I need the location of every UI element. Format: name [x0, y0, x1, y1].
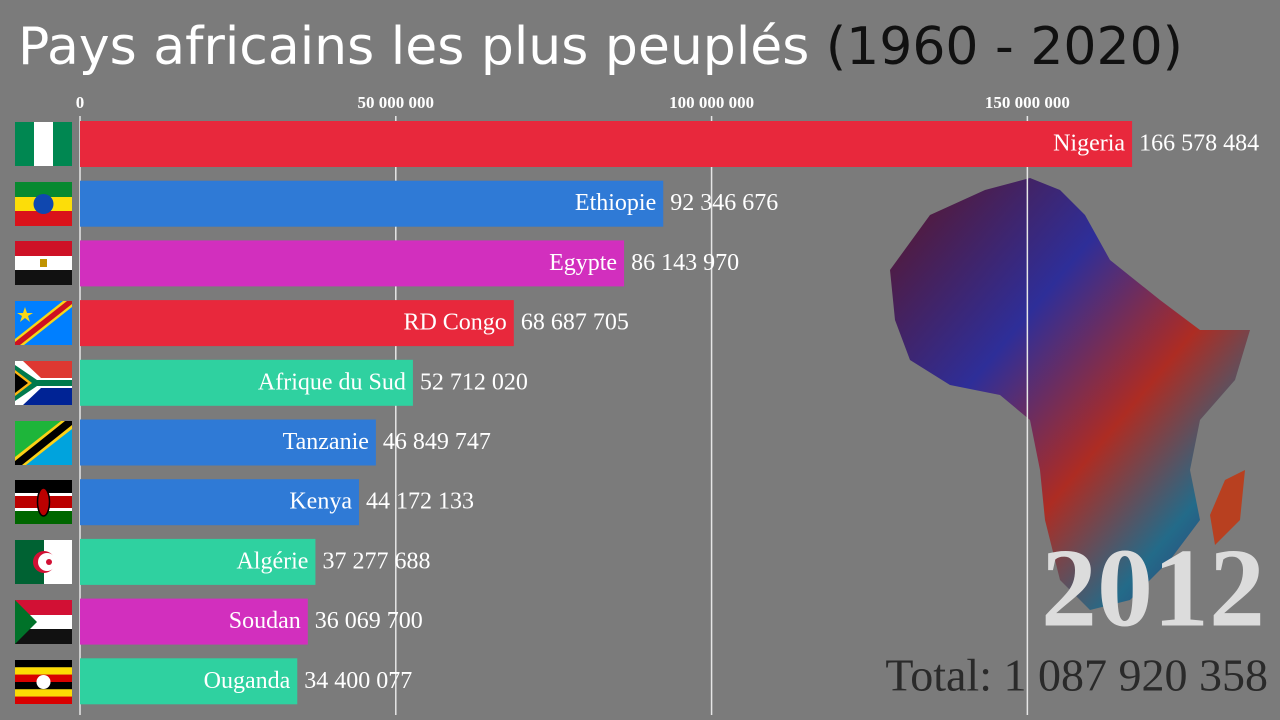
bar-name: Afrique du Sud: [258, 369, 406, 395]
bar-name: Tanzanie: [283, 429, 369, 455]
value-label: 36 069 700: [315, 608, 423, 634]
value-label: 44 172 133: [366, 489, 474, 515]
x-tick-label: 150 000 000: [985, 93, 1070, 112]
value-label: 37 277 688: [322, 548, 430, 574]
bar-name: Ethiopie: [575, 190, 656, 216]
bar: [80, 479, 359, 526]
value-label: 92 346 676: [670, 190, 778, 216]
value-label: 46 849 747: [383, 429, 491, 455]
value-label: 86 143 970: [631, 250, 739, 276]
flag-uganda: [15, 660, 72, 704]
chart-title: Pays africains les plus peuplés (1960 - …: [18, 17, 1183, 77]
flag-tanzania: [15, 421, 72, 465]
flag-algeria: [15, 540, 72, 584]
flag-egypt: [15, 241, 72, 285]
flag-kenya: [15, 480, 72, 524]
bar-name: Kenya: [289, 489, 352, 515]
value-label: 34 400 077: [304, 668, 412, 694]
value-label: 52 712 020: [420, 369, 528, 395]
x-tick-label: 50 000 000: [358, 93, 435, 112]
bar-name: Soudan: [229, 608, 301, 634]
bar-name: Nigeria: [1053, 131, 1125, 157]
flag-sudan: [15, 600, 72, 644]
madagascar: [1210, 470, 1245, 545]
flags: [15, 122, 72, 704]
bar: [80, 240, 625, 287]
year: 2012: [1041, 527, 1265, 651]
x-tick-label: 0: [76, 93, 85, 112]
bar: [80, 300, 514, 347]
bar: [80, 658, 298, 705]
bar: [80, 419, 376, 466]
title: Pays africains les plus peuplés: [18, 17, 809, 77]
bar: [80, 598, 308, 645]
x-tick-label: 100 000 000: [669, 93, 754, 112]
flag-south-africa: [15, 361, 72, 405]
value-label: 166 578 484: [1139, 131, 1259, 157]
bar-name: Algérie: [236, 548, 308, 574]
flag-ethiopia: [15, 182, 72, 226]
bar: [80, 538, 316, 585]
total: Total: 1 087 920 358: [885, 650, 1268, 701]
bar: [80, 180, 664, 227]
flag-nigeria: [15, 122, 72, 166]
bar: [80, 121, 1133, 167]
bar-name: Ouganda: [204, 668, 291, 694]
bar-name: RD Congo: [403, 310, 506, 336]
africa-map: [890, 178, 1250, 610]
flag-drc: [15, 301, 72, 345]
bar-name: Egypte: [549, 250, 617, 276]
period: (1960 - 2020): [826, 17, 1183, 77]
bar: [80, 359, 413, 406]
bars: Nigeria 166 578 484 Ethiopie 92 346 676 Egyp…: [80, 121, 1259, 705]
value-label: 68 687 705: [521, 310, 629, 336]
